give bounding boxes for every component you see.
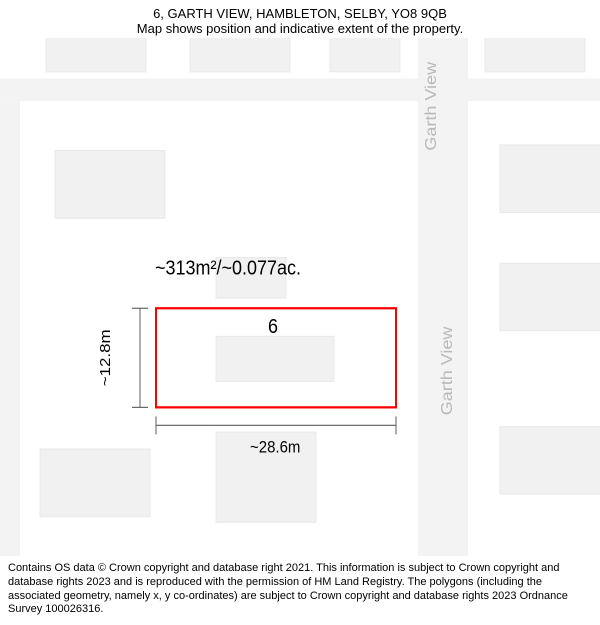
page-title: 6, GARTH VIEW, HAMBLETON, SELBY, YO8 9QB	[10, 6, 590, 21]
area-label: ~313m²/~0.077ac.	[155, 258, 301, 280]
road	[0, 79, 600, 102]
house-number: 6	[268, 316, 278, 338]
building	[500, 145, 600, 213]
building	[40, 449, 150, 517]
header: 6, GARTH VIEW, HAMBLETON, SELBY, YO8 9QB…	[0, 0, 600, 38]
building	[485, 38, 585, 72]
building	[330, 38, 400, 72]
building	[216, 336, 334, 381]
building	[500, 427, 600, 495]
building	[500, 263, 600, 331]
page-subtitle: Map shows position and indicative extent…	[10, 21, 590, 36]
map-svg: 6 ~313m²/~0.077ac. ~12.8m ~28.6m Garth View G…	[0, 38, 600, 556]
building	[55, 151, 165, 219]
building	[190, 38, 290, 72]
map: 6 ~313m²/~0.077ac. ~12.8m ~28.6m Garth View G…	[0, 38, 600, 556]
page: 6, GARTH VIEW, HAMBLETON, SELBY, YO8 9QB…	[0, 0, 600, 625]
building	[46, 38, 146, 72]
road-label: Garth View	[438, 326, 456, 415]
road	[0, 101, 20, 556]
height-dimension: ~12.8m	[98, 329, 114, 386]
width-dimension: ~28.6m	[250, 439, 300, 457]
copyright-footer: Contains OS data © Crown copyright and d…	[0, 556, 600, 625]
road-label: Garth View	[422, 61, 440, 150]
